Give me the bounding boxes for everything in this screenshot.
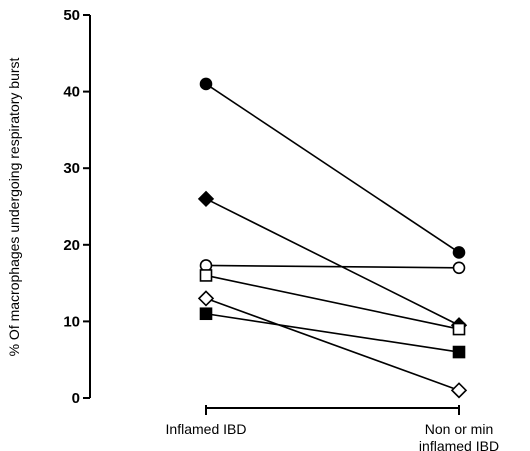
y-tick-label: 40 [63,84,80,101]
series-group [197,77,468,399]
data-point [452,345,466,359]
x-axis: Inflamed IBD Non or min inflamed IBD [166,405,499,451]
data-point [199,269,213,282]
y-axis: 0 10 20 30 40 50 [63,7,91,407]
x-tick-label-line: Inflamed IBD [166,421,247,437]
data-point [197,190,215,207]
x-tick-label-line: inflamed IBD [419,438,499,451]
data-point [452,246,466,259]
data-point [450,382,468,399]
series-line [205,312,460,353]
y-tick-label: 50 [63,7,80,24]
series-line [205,264,460,269]
data-point [452,261,466,275]
series-open-diamond [197,290,468,399]
data-point [199,307,213,321]
data-point [199,77,213,91]
y-tick-label: 20 [63,237,80,254]
series-line [205,83,460,254]
x-tick-label-line: Non or min [425,421,493,437]
series-line [205,274,460,330]
series-filled-circle [199,77,466,259]
y-tick-label: 0 [72,390,80,407]
x-tick-label: Inflamed IBD [166,421,247,437]
series-filled-square [199,307,466,359]
series-line [205,198,460,326]
series-line [205,297,460,392]
x-tick-label: Non or min inflamed IBD [419,421,499,451]
data-point [452,322,466,336]
y-axis-label: % Of macrophages undergoing respiratory … [6,57,22,356]
data-point [197,290,215,307]
series-open-square [199,269,466,336]
y-tick-label: 30 [63,160,80,177]
y-tick-label: 10 [63,313,80,330]
